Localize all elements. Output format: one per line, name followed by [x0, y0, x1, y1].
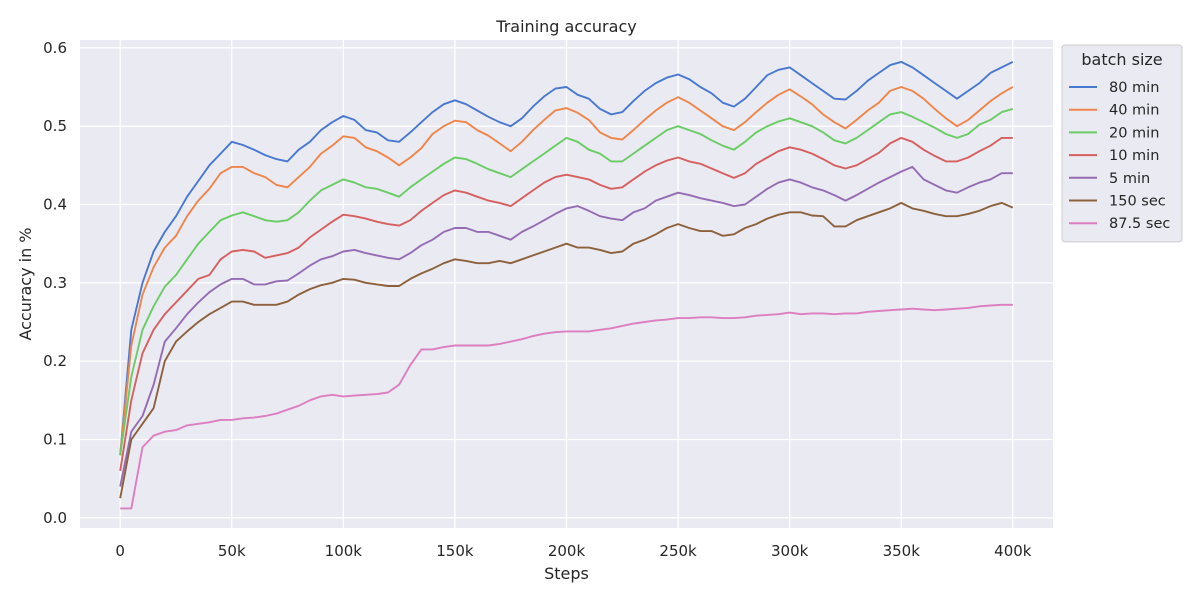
- grid-lines: [80, 40, 1053, 528]
- x-tick-label: 150k: [436, 542, 474, 560]
- series-line-10-min: [119, 136, 1013, 471]
- y-axis-title: Accuracy in %: [16, 227, 35, 340]
- series-line-87-5-sec: [120, 303, 1013, 510]
- legend-label: 20 min: [1109, 125, 1159, 141]
- x-tick-label: 400k: [994, 542, 1032, 560]
- x-axis-title: Steps: [544, 564, 589, 583]
- series-line-80-min: [119, 60, 1014, 456]
- series-line-40-min: [119, 86, 1014, 456]
- x-tick-label: 0: [115, 542, 125, 560]
- y-tick-label: 0.4: [43, 195, 67, 213]
- chart-title: Training accuracy: [495, 17, 636, 36]
- x-tick-label: 250k: [659, 542, 697, 560]
- legend-label: 150 sec: [1109, 194, 1166, 210]
- x-tick-label: 350k: [883, 542, 921, 560]
- x-tick-label: 50k: [218, 542, 246, 560]
- x-tick-label: 300k: [771, 542, 809, 560]
- y-tick-label: 0.0: [43, 509, 67, 527]
- legend: batch size 80 min 40 min 20 min 10 min 5 min…: [1061, 44, 1183, 243]
- legend-items: 80 min 40 min 20 min 10 min 5 min 150 sec 87.5…: [1069, 80, 1170, 232]
- y-tick-label: 0.3: [43, 274, 67, 292]
- y-axis-ticks: 0.0 0.1 0.2 0.3 0.4 0.5 0.6: [43, 39, 67, 527]
- y-tick-label: 0.5: [43, 117, 67, 135]
- series-line-20-min: [119, 107, 1014, 456]
- legend-label: 40 min: [1109, 103, 1159, 119]
- legend-label: 10 min: [1109, 148, 1159, 164]
- series-line-150-sec: [119, 201, 1014, 499]
- legend-label: 87.5 sec: [1109, 216, 1170, 232]
- y-tick-label: 0.2: [43, 352, 67, 370]
- y-tick-label: 0.1: [43, 430, 67, 448]
- y-tick-label: 0.6: [43, 39, 67, 57]
- series-line-5-min: [119, 165, 1013, 487]
- x-tick-label: 200k: [548, 542, 586, 560]
- x-tick-label: 100k: [325, 542, 363, 560]
- legend-label: 80 min: [1109, 80, 1159, 96]
- x-axis-ticks: 0 50k 100k 150k 200k 250k 300k 350k 400k: [115, 542, 1031, 560]
- legend-box: [1061, 44, 1183, 243]
- legend-label: 5 min: [1109, 171, 1150, 187]
- series-lines: [119, 60, 1014, 510]
- legend-title: batch size: [1081, 50, 1162, 69]
